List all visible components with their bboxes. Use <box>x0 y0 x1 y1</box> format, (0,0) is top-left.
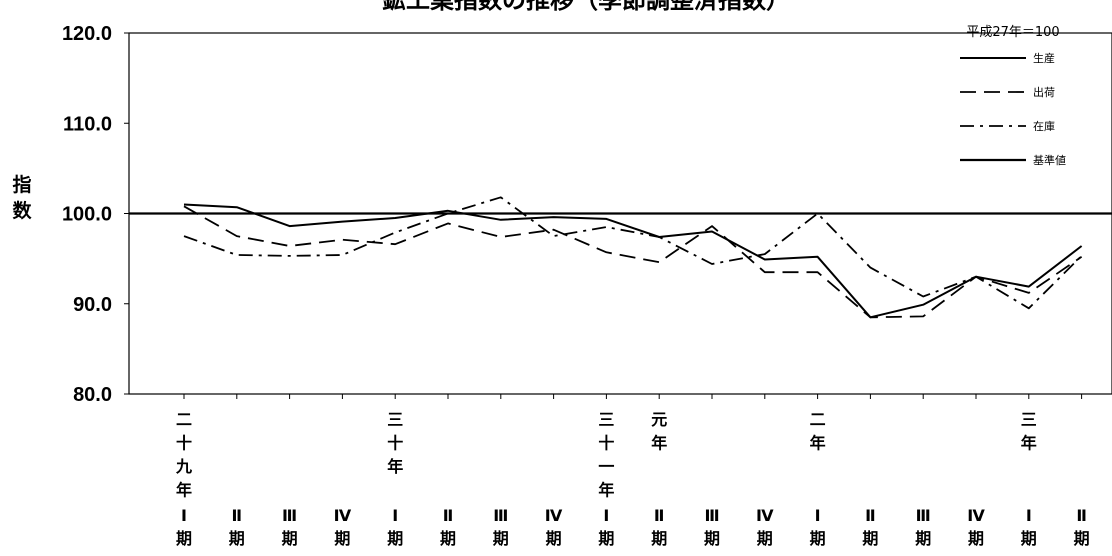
x-quarter-label-char: Ⅲ <box>282 506 297 525</box>
x-quarter-label-char: 期 <box>757 529 773 548</box>
x-quarter-label-char: 期 <box>915 529 931 548</box>
x-quarter-label-char: Ⅰ <box>603 506 609 525</box>
x-quarter-label-char: Ⅱ <box>443 506 454 525</box>
x-quarter-label-char: 期 <box>229 529 245 548</box>
y-axis-label-char: 数 <box>12 199 32 222</box>
x-quarter-label-char: Ⅳ <box>334 506 352 525</box>
x-quarter-label-char: 期 <box>704 529 720 548</box>
x-year-label-char: 年 <box>176 481 192 500</box>
legend-label: 在庫 <box>1033 119 1055 133</box>
x-quarter-label-char: 期 <box>1074 529 1090 548</box>
x-quarter-label-char: 期 <box>334 529 350 548</box>
x-year-label-char: 年 <box>810 434 826 453</box>
x-quarter-label-char: Ⅰ <box>815 506 821 525</box>
x-quarter-label-char: 期 <box>493 529 509 548</box>
x-year-label-char: 二 <box>810 410 826 429</box>
x-year-label-char: 元 <box>651 410 667 429</box>
legend-label: 生産 <box>1033 51 1055 65</box>
y-tick-label: 120.0 <box>62 23 112 45</box>
x-quarter-label-char: Ⅱ <box>654 506 665 525</box>
x-quarter-label-char: Ⅳ <box>967 506 985 525</box>
x-quarter-label-char: Ⅱ <box>865 506 876 525</box>
x-quarter-label-char: 期 <box>282 529 298 548</box>
x-quarter-label-char: Ⅲ <box>704 506 719 525</box>
x-quarter-label-char: 期 <box>651 529 667 548</box>
x-year-label-char: 三 <box>598 410 614 429</box>
x-quarter-label-char: Ⅱ <box>1076 506 1087 525</box>
x-year-label-char: 十 <box>598 434 614 453</box>
x-quarter-label-char: Ⅳ <box>756 506 774 525</box>
series-line-1 <box>183 203 1083 319</box>
x-year-label-char: 二 <box>176 410 192 429</box>
x-year-label-char: 年 <box>1021 434 1037 453</box>
legend-label: 出荷 <box>1033 85 1055 99</box>
x-quarter-label-char: 期 <box>1021 529 1037 548</box>
x-quarter-label-char: 期 <box>387 529 403 548</box>
x-quarter-label-char: Ⅰ <box>392 506 398 525</box>
chart-title: 鉱工業指数の推移（季節調整済指数） <box>382 0 790 14</box>
x-quarter-label-char: 期 <box>862 529 878 548</box>
x-year-label-char: 一 <box>598 457 614 476</box>
series-line-3 <box>183 196 1083 310</box>
x-quarter-label-char: Ⅰ <box>1026 506 1032 525</box>
y-tick-label: 100.0 <box>62 204 112 226</box>
y-axis-label: 指数 <box>12 174 32 222</box>
x-year-label-char: 九 <box>175 457 192 476</box>
y-tick-label: 80.0 <box>73 384 112 406</box>
x-year-label-char: 年 <box>387 457 403 476</box>
series-layer <box>129 196 1112 319</box>
x-quarter-label-char: 期 <box>810 529 826 548</box>
x-quarter-label-char: Ⅲ <box>916 506 931 525</box>
x-year-label-char: 三 <box>387 410 403 429</box>
series-line-2 <box>183 205 1083 319</box>
x-year-label-char: 十 <box>387 434 403 453</box>
x-year-label-char: 三 <box>1021 410 1037 429</box>
y-tick-label: 110.0 <box>63 113 112 135</box>
y-axis: 120.0 110.0 100.0 90.0 80.0 <box>62 23 129 406</box>
y-tick-label: 90.0 <box>73 294 112 316</box>
x-quarter-label-char: Ⅲ <box>493 506 508 525</box>
x-quarter-label-char: 期 <box>546 529 562 548</box>
x-year-label-char: 年 <box>598 481 614 500</box>
x-quarter-label-char: 期 <box>176 529 192 548</box>
x-quarter-label-char: Ⅰ <box>181 506 187 525</box>
x-axis: 二十九年Ⅰ期Ⅱ期Ⅲ期Ⅳ期三十年Ⅰ期Ⅱ期Ⅲ期Ⅳ期三十一年Ⅰ期元年Ⅱ期Ⅲ期Ⅳ期二年Ⅰ… <box>175 394 1090 548</box>
x-year-label-char: 十 <box>176 434 192 453</box>
legend-label: 基準値 <box>1033 153 1066 167</box>
x-quarter-label-char: 期 <box>968 529 984 548</box>
x-quarter-label-char: 期 <box>598 529 614 548</box>
x-quarter-label-char: Ⅳ <box>545 506 563 525</box>
y-axis-label-char: 指 <box>12 174 31 196</box>
x-quarter-label-char: 期 <box>440 529 456 548</box>
x-year-label-char: 年 <box>651 434 667 453</box>
x-quarter-label-char: Ⅱ <box>232 506 243 525</box>
